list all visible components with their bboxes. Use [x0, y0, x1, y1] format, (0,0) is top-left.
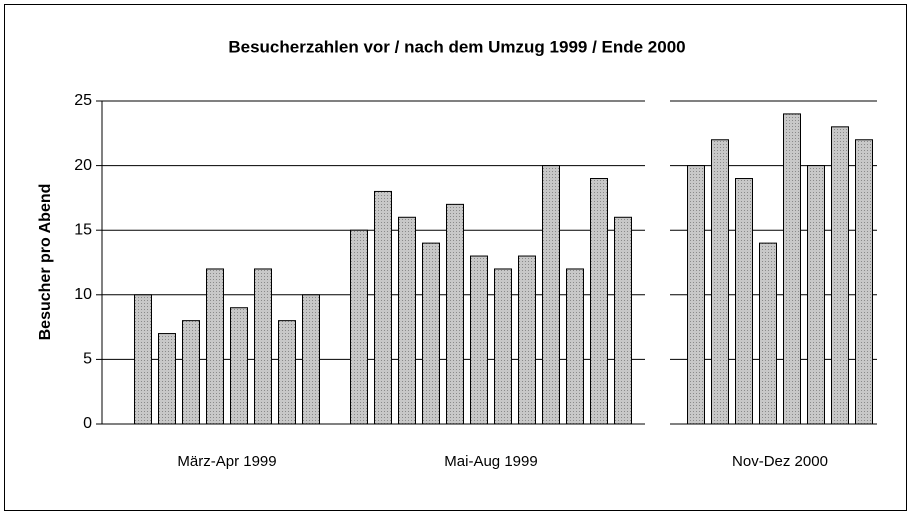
bar: [374, 190, 392, 425]
chart-title: Besucherzahlen vor / nach dem Umzug 1999…: [228, 37, 685, 56]
y-axis-label: Besucher pro Abend: [37, 184, 54, 341]
bar: [735, 178, 753, 425]
bar: [831, 126, 849, 425]
group-label: März-Apr 1999: [177, 453, 276, 470]
bar: [542, 165, 560, 425]
bar: [278, 320, 296, 425]
bar: [158, 333, 176, 425]
y-tick-label: 5: [83, 351, 92, 368]
bar: [614, 216, 632, 425]
group-label: Mai-Aug 1999: [444, 453, 537, 470]
bar: [687, 165, 705, 425]
bar: [446, 203, 464, 425]
bar: [398, 216, 416, 425]
y-tick-label: 20: [74, 157, 92, 174]
y-tick-label: 10: [74, 286, 92, 303]
bar: [566, 268, 584, 425]
bar: [494, 268, 512, 425]
y-tick-label: 0: [83, 415, 92, 432]
bar: [759, 242, 777, 425]
bar: [855, 139, 873, 425]
bar: [518, 255, 536, 425]
bar: [230, 307, 248, 425]
bar: [350, 229, 368, 425]
bar: [711, 139, 729, 425]
bar: [422, 242, 440, 425]
bar: [206, 268, 224, 425]
bar: [590, 178, 608, 425]
bar: [470, 255, 488, 425]
y-tick-label: 25: [74, 92, 92, 109]
bar: [302, 294, 320, 425]
bar: [807, 165, 825, 425]
group-label: Nov-Dez 2000: [732, 453, 828, 470]
y-tick-label: 15: [74, 221, 92, 238]
bar: [254, 268, 272, 425]
bar: [783, 113, 801, 425]
bar: [182, 320, 200, 425]
bar: [134, 294, 152, 425]
